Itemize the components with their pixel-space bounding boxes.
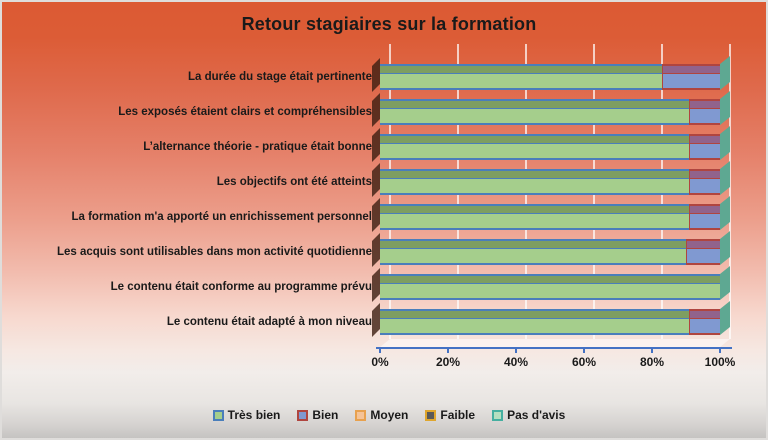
bar-end-cap — [720, 56, 730, 90]
x-axis-tick-label: 40% — [503, 355, 529, 369]
bar-segment-tr-s-bien — [380, 169, 690, 195]
bar-row — [380, 99, 720, 125]
bar-left-shadow — [372, 303, 380, 337]
legend-label: Très bien — [227, 408, 281, 422]
x-axis-tick — [515, 349, 517, 353]
legend-label: Bien — [312, 408, 339, 422]
legend-label: Moyen — [370, 408, 409, 422]
legend-label: Faible — [440, 408, 476, 422]
bar-end-cap — [720, 266, 730, 300]
bar-segment-bien — [689, 99, 720, 125]
bar-left-shadow — [372, 93, 380, 127]
bar-segment-tr-s-bien — [380, 99, 690, 125]
x-axis-tick-label: 100% — [704, 355, 736, 369]
bar-segment-tr-s-bien — [380, 274, 720, 300]
category-label: Le contenu était conforme au programme p… — [110, 281, 372, 293]
legend-swatch-icon — [425, 409, 437, 421]
chart-title: Retour stagiaires sur la formation — [241, 14, 537, 34]
legend-item: Très bien — [212, 408, 281, 422]
x-axis-tick — [379, 349, 381, 353]
bar-segment-tr-s-bien — [380, 309, 690, 335]
bar-row — [380, 134, 720, 160]
bar-left-shadow — [372, 268, 380, 302]
bar-end-cap — [720, 126, 730, 160]
bar-row — [380, 64, 720, 90]
x-axis-tick-label: 80% — [639, 355, 665, 369]
x-axis-tick — [583, 349, 585, 353]
legend-item: Moyen — [355, 408, 408, 422]
x-axis-tick-label: 60% — [571, 355, 597, 369]
legend-label: Pas d'avis — [507, 408, 566, 422]
bar-left-shadow — [372, 128, 380, 162]
x-axis-tick — [651, 349, 653, 353]
category-label: Les acquis sont utilisables dans mon act… — [56, 246, 372, 258]
category-label: La durée du stage était pertinente — [187, 71, 372, 83]
plot-floor — [380, 339, 730, 347]
bar-end-cap — [720, 196, 730, 230]
bar-segment-tr-s-bien — [380, 204, 690, 230]
bar-segment-bien — [689, 169, 720, 195]
bar-left-shadow — [372, 233, 380, 267]
category-label: Le contenu était adapté à mon niveau — [166, 316, 372, 328]
bar-segment-bien — [662, 64, 720, 90]
category-label: Les exposés étaient clairs et compréhens… — [118, 106, 372, 118]
category-label: La formation m'a apporté un enrichisseme… — [71, 211, 372, 223]
legend-swatch-icon — [355, 409, 367, 421]
bar-row — [380, 274, 720, 300]
x-axis-tick — [447, 349, 449, 353]
category-label: Les objectifs ont été atteints — [216, 176, 372, 188]
bar-row — [380, 239, 720, 265]
legend: Très bien Bien Moyen Faible Pas d'avis — [5, 404, 766, 426]
bar-left-shadow — [372, 58, 380, 92]
bar-row — [380, 169, 720, 195]
gridline — [729, 44, 731, 339]
x-axis-line — [376, 347, 732, 349]
bar-end-cap — [720, 91, 730, 125]
legend-swatch-icon — [492, 409, 504, 421]
bar-segment-tr-s-bien — [380, 64, 663, 90]
bar-segment-bien — [689, 204, 720, 230]
bar-segment-tr-s-bien — [380, 134, 690, 160]
bar-left-shadow — [372, 198, 380, 232]
x-axis-tick — [719, 349, 721, 353]
bar-row — [380, 204, 720, 230]
bar-segment-bien — [689, 309, 720, 335]
x-axis-tick-label: 20% — [435, 355, 461, 369]
bar-end-cap — [720, 301, 730, 335]
bar-row — [380, 309, 720, 335]
bar-segment-bien — [686, 239, 720, 265]
legend-swatch-icon — [297, 409, 309, 421]
bar-segment-tr-s-bien — [380, 239, 686, 265]
category-label: L’alternance théorie - pratique était bo… — [143, 141, 372, 153]
legend-swatch-icon — [212, 409, 224, 421]
bar-end-cap — [720, 161, 730, 195]
bar-end-cap — [720, 231, 730, 265]
x-axis-tick-label: 0% — [371, 355, 389, 369]
bar-segment-bien — [689, 134, 720, 160]
bar-left-shadow — [372, 163, 380, 197]
legend-item: Bien — [297, 408, 338, 422]
legend-item: Pas d'avis — [492, 408, 565, 422]
legend-item: Faible — [425, 408, 475, 422]
